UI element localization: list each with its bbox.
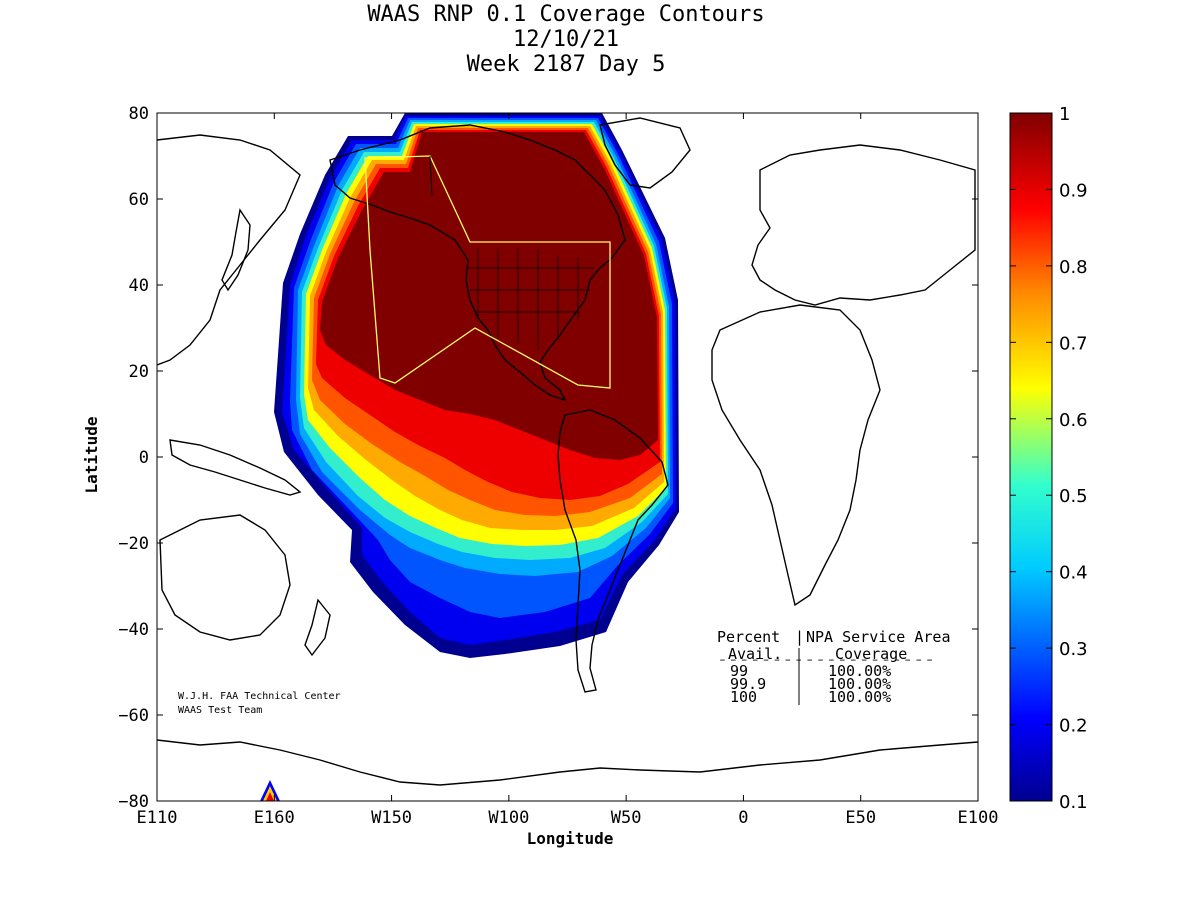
colorbar-tick-label: 0.7: [1059, 333, 1088, 354]
north-america-outline: [329, 124, 626, 402]
title-line-1: WAAS RNP 0.1 Coverage Contours: [367, 2, 764, 27]
africa-outline: [711, 304, 881, 607]
land-outlines: [157, 117, 978, 786]
colorbar-tick-label: 0.3: [1059, 639, 1088, 660]
table-header-npa: NPA Service Area: [806, 628, 951, 646]
europe-outline: [751, 144, 976, 306]
us-state-lines: [468, 248, 595, 350]
colorbar-tick-label: 0.1: [1059, 792, 1088, 813]
asia-west-outline: [157, 134, 301, 366]
y-tick-label: 80: [129, 104, 149, 124]
x-tick-label: E110: [137, 808, 178, 828]
x-tick-label: W50: [611, 808, 642, 828]
table-row-2-coverage: 100.00%: [828, 675, 891, 693]
table-row-1-avail: 99: [730, 662, 748, 680]
australia-outline: [159, 514, 291, 641]
map-plot-area: [157, 113, 978, 801]
table-sub-avail: Avail.: [728, 645, 782, 663]
service-area-divider: [429, 155, 433, 197]
coverage-contours: [274, 113, 679, 658]
credits-line-1: W.J.H. FAA Technical Center: [178, 691, 341, 702]
new-zealand-outline: [304, 598, 331, 657]
x-axis-ticks: E110 E160 W150 W100 W50 0 E50 E100: [137, 113, 999, 828]
table-row-1-coverage: 100.00%: [828, 662, 891, 680]
table-dash-rule: --------------------: [717, 653, 935, 666]
y-tick-label: 20: [129, 362, 149, 382]
table-row-2-avail: 99.9: [730, 675, 766, 693]
y-tick-label: −60: [118, 706, 149, 726]
colorbar-tick-label: 0.2: [1059, 716, 1088, 737]
x-axis-label: Longitude: [527, 829, 614, 848]
contour-band-1.0: [320, 132, 658, 460]
south-coverage-spike: [260, 780, 280, 801]
table-row-3-coverage: 100.00%: [828, 688, 891, 706]
colorbar-tick-label: 0.4: [1059, 563, 1088, 584]
table-sub-coverage: Coverage: [835, 645, 907, 663]
y-tick-label: −40: [118, 620, 149, 640]
x-tick-label: 0: [738, 808, 748, 828]
table-header-percent: Percent: [717, 628, 780, 646]
colorbar: 1 0.9 0.8 0.7 0.6 0.5 0.4 0.3 0.2 0.1: [1009, 104, 1088, 813]
table-row-3-avail: 100: [730, 688, 757, 706]
south-america-outline: [557, 409, 669, 693]
indonesia-outline: [169, 439, 302, 496]
colorbar-ticks: 1 0.9 0.8 0.7 0.6 0.5 0.4 0.3 0.2 0.1: [1010, 104, 1088, 813]
x-tick-label: E160: [254, 808, 295, 828]
y-tick-label: 60: [129, 190, 149, 210]
y-axis-label: Latitude: [82, 416, 101, 493]
colorbar-tick-label: 0.6: [1059, 410, 1088, 431]
title-line-3: Week 2187 Day 5: [467, 52, 666, 77]
table-header-separator: |: [795, 628, 804, 646]
credits-line-2: WAAS Test Team: [178, 705, 262, 716]
x-tick-label: W100: [488, 808, 529, 828]
title-line-2: 12/10/21: [513, 27, 619, 52]
greenland-outline: [599, 117, 691, 189]
y-tick-label: 40: [129, 276, 149, 296]
colorbar-tick-label: 0.5: [1059, 486, 1088, 507]
x-tick-label: E100: [958, 808, 999, 828]
y-tick-label: 0: [139, 448, 149, 468]
x-tick-label: W150: [371, 808, 412, 828]
x-tick-label: E50: [845, 808, 876, 828]
colorbar-tick-label: 1: [1059, 104, 1070, 125]
y-tick-label: −20: [118, 534, 149, 554]
coverage-table: Percent | NPA Service Area Avail. Covera…: [717, 628, 951, 706]
service-area-boundary: [364, 155, 611, 389]
y-tick-label: −80: [118, 792, 149, 812]
antarctica-outline: [157, 739, 978, 786]
y-axis-ticks: 80 60 40 20 0 −20 −40 −60 −80: [118, 104, 978, 812]
colorbar-gradient: [1009, 112, 1053, 802]
japan-outline: [221, 208, 251, 292]
colorbar-tick-label: 0.9: [1059, 180, 1088, 201]
colorbar-tick-label: 0.8: [1059, 257, 1088, 278]
